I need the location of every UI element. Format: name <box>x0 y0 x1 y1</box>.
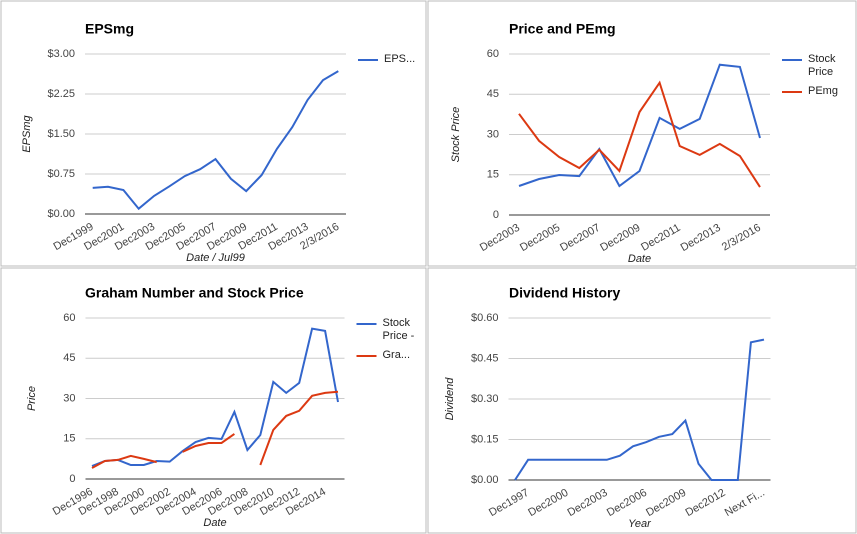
y-axis-title: EPSmg <box>21 114 33 152</box>
chart-title: EPSmg <box>85 21 134 37</box>
chart-title: Graham Number and Stock Price <box>85 285 304 301</box>
x-axis-title: Date / Jul99 <box>186 252 245 264</box>
y-axis-title: Dividend <box>444 377 456 421</box>
series-line <box>518 63 761 188</box>
y-tick-label: 60 <box>63 312 75 324</box>
y-tick-label: 0 <box>69 473 75 485</box>
x-tick-label: Dec2005 <box>518 222 562 254</box>
legend-label: EPS... <box>384 53 416 65</box>
y-tick-label: $0.75 <box>47 168 75 180</box>
y-tick-label: 15 <box>63 433 75 445</box>
y-axis-title: Price <box>26 386 38 411</box>
y-tick-label: $3.00 <box>47 48 75 60</box>
y-tick-label: 45 <box>63 352 75 364</box>
x-tick-label: Dec2012 <box>683 487 727 519</box>
y-tick-label: 0 <box>493 209 499 221</box>
panel <box>0 0 427 267</box>
y-tick-label: 45 <box>487 88 499 100</box>
y-tick-label: 15 <box>487 169 499 181</box>
x-tick-label: Dec2003 <box>478 222 522 254</box>
x-tick-label: Dec2003 <box>566 487 610 519</box>
y-axis-title: Stock Price <box>450 107 462 163</box>
x-tick-label: Dec2009 <box>598 222 642 254</box>
legend-label: Gra... <box>382 349 411 361</box>
legend-entry: Gra... <box>382 349 411 361</box>
panel <box>427 0 857 267</box>
y-tick-label: $0.30 <box>471 393 499 405</box>
legend-entry: PEmg <box>808 85 838 97</box>
x-tick-label: 2/3/2016 <box>720 222 763 254</box>
x-tick-label: Dec2000 <box>526 487 570 519</box>
y-tick-label: 30 <box>63 392 75 404</box>
y-tick-label: $1.50 <box>47 128 75 140</box>
y-tick-label: $0.45 <box>471 352 499 364</box>
y-tick-label: 60 <box>487 48 499 60</box>
x-tick-label: Dec2007 <box>558 222 602 254</box>
panel <box>0 267 427 534</box>
legend-entry: EPS... <box>384 53 416 65</box>
x-axis-title: Date <box>203 517 226 529</box>
x-tick-label: Dec1997 <box>487 487 531 519</box>
legend-label: PEmg <box>808 85 838 97</box>
x-tick-label: Dec2011 <box>639 222 682 254</box>
y-tick-label: $0.15 <box>471 433 499 445</box>
series-line <box>92 70 339 211</box>
y-tick-label: $0.00 <box>471 474 499 486</box>
series-line <box>518 80 761 188</box>
chart-title: Dividend History <box>509 285 620 301</box>
x-axis-title: Year <box>628 518 652 530</box>
series-line <box>91 390 339 469</box>
chart-title: Price and PEmg <box>509 21 616 37</box>
legend-entry: Stock Price - <box>382 317 415 342</box>
y-tick-label: $0.60 <box>471 312 499 324</box>
panel <box>427 267 857 534</box>
y-tick-label: 30 <box>487 128 499 140</box>
legend-entry: Stock Price <box>808 53 836 78</box>
x-tick-label: Dec2013 <box>679 222 723 254</box>
x-tick-label: Dec2009 <box>644 487 688 519</box>
legend-label: Stock Price <box>808 53 836 78</box>
x-tick-label: Next Fi... <box>723 487 767 519</box>
x-tick-label: Dec2006 <box>605 487 649 519</box>
series-line <box>91 327 339 468</box>
y-tick-label: $0.00 <box>47 208 75 220</box>
x-axis-title: Date <box>628 253 651 265</box>
y-tick-label: $2.25 <box>47 88 75 100</box>
legend-label: Stock Price - <box>382 317 415 342</box>
series-line <box>514 338 765 481</box>
